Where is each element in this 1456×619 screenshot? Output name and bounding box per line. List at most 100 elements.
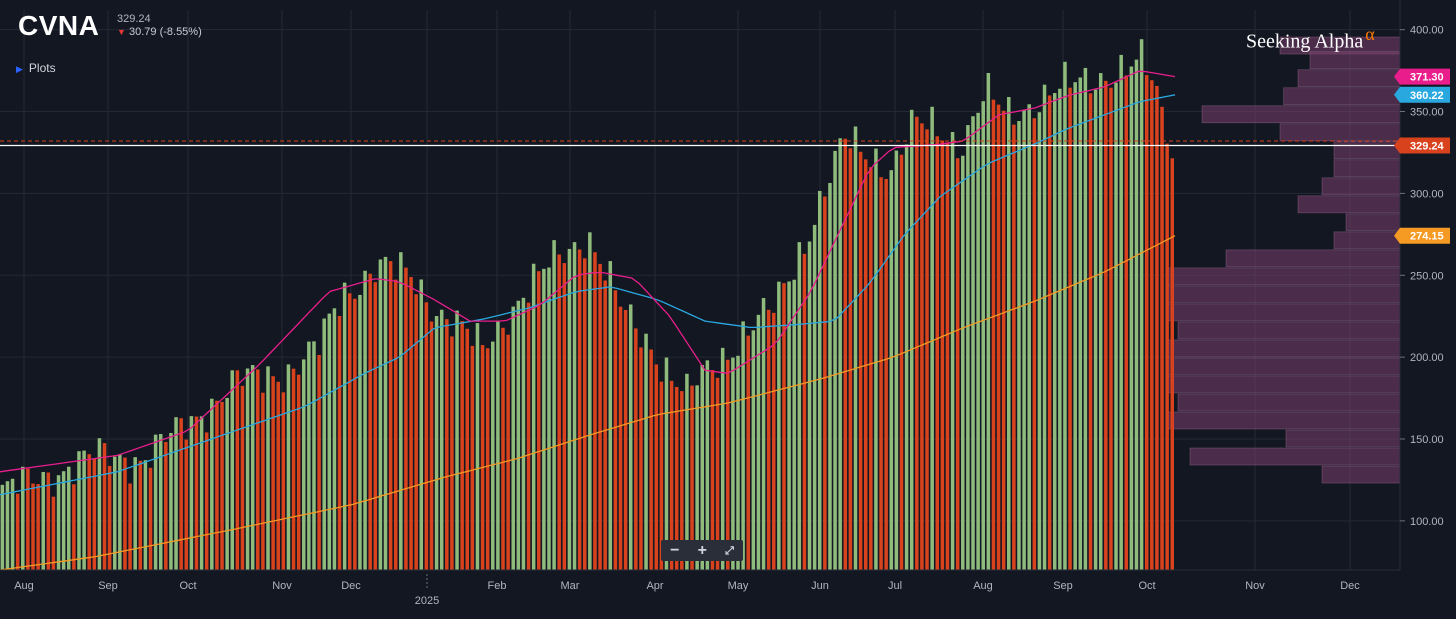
price-bar-up	[1119, 54, 1123, 571]
price-bar-up	[174, 417, 178, 570]
volume-profile-bar	[1177, 393, 1401, 412]
price-bar-down	[46, 472, 51, 570]
price-bar-up	[169, 432, 173, 570]
volume-profile-bar	[1165, 285, 1401, 304]
price-bar-down	[598, 263, 602, 570]
price-bar-down	[1170, 158, 1174, 571]
price-bar-up	[496, 320, 500, 570]
price-bar-down	[164, 442, 168, 570]
price-bar-up	[5, 481, 10, 570]
price-bar-up	[363, 270, 367, 570]
price-bar-down	[1012, 124, 1016, 571]
price-bar-down	[945, 142, 950, 570]
price-bar-down	[915, 116, 919, 570]
ticker-symbol: CVNA	[18, 10, 100, 41]
price-bar-down	[235, 370, 240, 570]
price-bar-up	[700, 364, 704, 570]
time-axis-label: Nov	[272, 580, 292, 592]
plots-toggle[interactable]: ▶ Plots	[16, 61, 56, 75]
price-bar-down	[1165, 143, 1169, 570]
price-bar-up	[475, 323, 480, 570]
price-bar-up	[961, 155, 965, 571]
expand-triangle-icon: ▶	[16, 64, 23, 74]
price-bar-down	[424, 302, 429, 570]
price-bar-up	[542, 268, 546, 570]
price-bar-down	[710, 370, 715, 570]
zoom-in-button[interactable]: +	[697, 541, 707, 559]
price-bar-down	[766, 309, 771, 570]
zoom-out-button[interactable]: −	[670, 541, 680, 559]
price-bar-up	[312, 341, 316, 570]
price-badge: 274.15	[1394, 227, 1450, 244]
price-bar-down	[782, 283, 786, 570]
price-bar-up	[1129, 66, 1134, 571]
price-bar-up	[1052, 93, 1057, 570]
price-bar-down	[1001, 110, 1006, 570]
price-bar-down	[690, 385, 694, 570]
moving-average-short-line	[0, 70, 1176, 473]
price-bar-up	[1007, 97, 1011, 571]
price-bar-up	[0, 484, 5, 570]
price-bar-down	[72, 484, 76, 570]
price-bar-down	[194, 416, 199, 570]
price-bar-down	[429, 321, 434, 570]
svg-text:371.30: 371.30	[1410, 72, 1444, 84]
price-bar-up	[516, 300, 521, 570]
price-bar-down	[296, 374, 301, 570]
price-bar-up	[521, 297, 526, 570]
price-bar-down	[506, 334, 510, 570]
price-bar-up	[731, 357, 735, 570]
price-bar-up	[761, 298, 766, 570]
price-bar-up	[118, 454, 122, 570]
price-bar-down	[215, 400, 219, 570]
price-bar-down	[669, 380, 674, 570]
brand-name: Seeking Alpha	[1246, 30, 1364, 53]
time-axis-panel	[0, 570, 1456, 619]
volume-profile-bar	[1333, 231, 1401, 250]
price-bar-up	[245, 368, 250, 570]
price-bar-up	[322, 318, 326, 570]
volume-profile-bar	[1189, 447, 1401, 466]
price-bar-up	[705, 360, 710, 570]
price-bar-down	[465, 328, 469, 570]
price-bar-down	[450, 336, 454, 570]
price-bar-down	[1032, 118, 1037, 570]
price-bar-up	[1073, 82, 1077, 570]
price-bar-down	[639, 347, 643, 570]
price-bar-down	[368, 273, 372, 570]
volume-profile-bar	[1165, 411, 1401, 430]
price-bar-down	[562, 263, 567, 570]
price-bar-up	[383, 256, 388, 570]
price-bar-up	[966, 125, 970, 570]
price-bar-up	[812, 224, 817, 571]
price-bar-up	[332, 308, 337, 570]
price-bar-down	[526, 302, 531, 570]
price-bar-down	[940, 140, 945, 570]
volume-profile-bar	[1165, 267, 1401, 286]
fullscreen-button[interactable]: ⤢	[725, 544, 734, 557]
price-bar-down	[26, 468, 30, 570]
price-bar-up	[853, 126, 858, 571]
price-bar-down	[353, 298, 357, 570]
price-bar-down	[404, 267, 408, 570]
price-bar-up	[1017, 121, 1021, 570]
volume-profile-bar	[1333, 159, 1401, 178]
price-bar-down	[240, 385, 245, 570]
price-bar-up	[41, 471, 45, 570]
price-bar-down	[36, 484, 40, 570]
price-bar-down	[1068, 87, 1072, 570]
price-bar-down	[772, 312, 776, 570]
price-bar-down	[582, 258, 587, 570]
price-bar-down	[256, 369, 260, 570]
volume-profile-bar	[1279, 123, 1401, 142]
time-axis-label: Feb	[488, 580, 507, 592]
price-bar-up	[971, 116, 975, 570]
price-bar-up	[1063, 61, 1067, 570]
price-bar-up	[250, 365, 255, 570]
time-axis-label: Jun	[811, 580, 829, 592]
price-axis-panel	[1400, 0, 1456, 619]
time-axis-label: Sep	[1053, 580, 1073, 592]
price-bar-down	[613, 290, 618, 570]
price-bar-up	[807, 241, 812, 571]
